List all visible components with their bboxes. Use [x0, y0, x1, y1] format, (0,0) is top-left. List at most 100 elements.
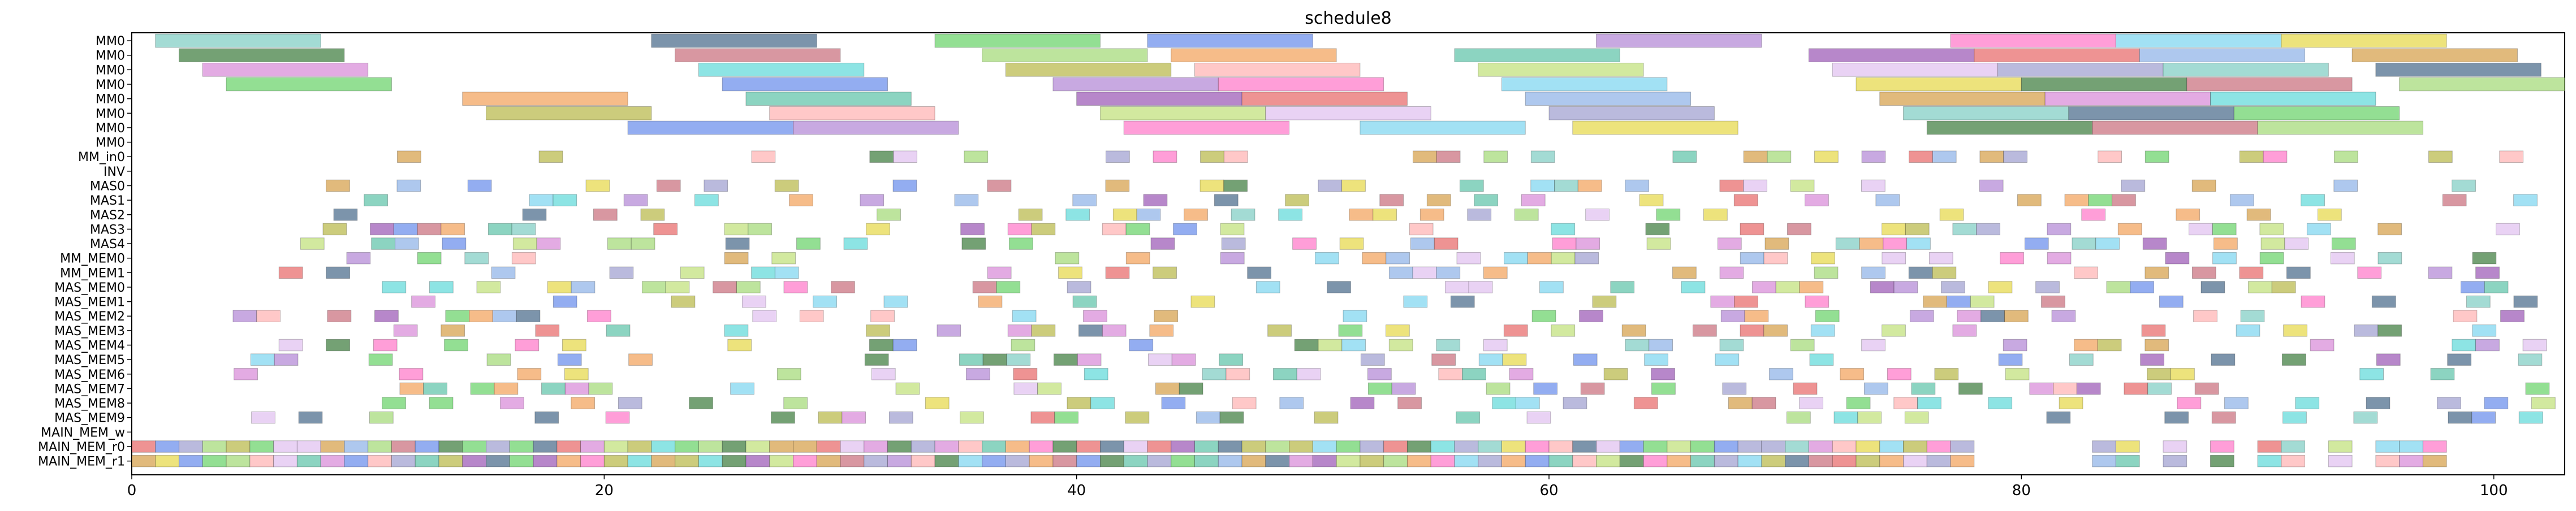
task-bar	[553, 194, 577, 206]
task-bar	[1456, 411, 1481, 424]
task-bar	[722, 440, 747, 453]
task-bar	[438, 454, 463, 467]
task-bar	[1360, 120, 1526, 135]
task-bar	[1596, 454, 1620, 467]
task-bar	[562, 339, 586, 352]
task-bar	[1576, 237, 1600, 250]
task-bar	[2328, 440, 2353, 453]
task-bar	[1744, 310, 1769, 323]
task-bar	[1861, 339, 1885, 352]
task-bar	[2098, 150, 2122, 163]
task-bar	[1153, 150, 1177, 163]
x-tick-label: 80	[2012, 482, 2031, 499]
task-bar	[2081, 209, 2106, 221]
task-bar	[1084, 368, 1108, 380]
task-bar	[2447, 353, 2471, 366]
task-bar	[1911, 382, 1936, 395]
task-bar	[1161, 397, 1186, 409]
task-bar	[131, 454, 156, 467]
task-bar	[1733, 194, 1758, 206]
task-bar	[249, 454, 274, 467]
task-bar	[2000, 252, 2024, 265]
task-bar	[1077, 353, 1102, 366]
task-bar	[1336, 454, 1361, 467]
task-bar	[462, 454, 487, 467]
task-bar	[470, 382, 495, 395]
task-bar	[2448, 411, 2473, 424]
task-bar	[2068, 106, 2234, 120]
task-bar	[722, 454, 747, 467]
task-bar	[1639, 194, 1664, 206]
task-bar	[1879, 454, 1904, 467]
task-bar	[2428, 150, 2453, 163]
task-bar	[1265, 454, 1290, 467]
task-bar	[1223, 150, 1248, 163]
task-bar	[1102, 324, 1127, 337]
task-bar	[2115, 33, 2282, 48]
task-bar	[1649, 339, 1673, 352]
task-bar	[1099, 106, 1266, 120]
task-bar	[605, 411, 630, 424]
task-bar	[1285, 194, 1309, 206]
task-bar	[675, 48, 841, 63]
task-bar	[1509, 368, 1534, 380]
task-bar	[2095, 237, 2120, 250]
task-bar	[1226, 368, 1250, 380]
task-bar	[2301, 295, 2325, 308]
task-bar	[1143, 194, 1168, 206]
task-bar	[1339, 237, 1364, 250]
task-bar	[628, 353, 653, 366]
task-bar	[1720, 310, 1745, 323]
task-bar	[1454, 48, 1620, 63]
task-bar	[2211, 411, 2236, 424]
task-bar	[2310, 339, 2335, 352]
task-bar	[2239, 266, 2264, 279]
task-bar	[1988, 397, 2013, 409]
task-bar	[1450, 295, 1475, 308]
task-bar	[1979, 179, 2004, 192]
task-bar	[1596, 440, 1620, 453]
task-bar	[2453, 310, 2478, 323]
task-bar	[2375, 454, 2400, 467]
task-bar	[1769, 368, 1793, 380]
task-bar	[752, 310, 777, 323]
task-bar	[1199, 179, 1224, 192]
task-bar	[680, 266, 705, 279]
task-bar	[1029, 440, 1054, 453]
task-bar	[1767, 150, 1792, 163]
task-bar	[396, 179, 421, 192]
task-bar	[1625, 339, 1650, 352]
task-bar	[395, 237, 419, 250]
task-bar	[2354, 324, 2379, 337]
task-bar	[2142, 237, 2167, 250]
task-bar	[618, 397, 642, 409]
task-bar	[1751, 397, 1776, 409]
task-bar	[751, 150, 776, 163]
task-bar	[2246, 209, 2271, 221]
task-bar	[2422, 454, 2447, 467]
task-bar	[415, 454, 439, 467]
task-bar	[1013, 382, 1038, 395]
task-bar	[2422, 440, 2447, 453]
task-bar	[2328, 454, 2353, 467]
task-bar	[982, 48, 1148, 63]
task-bar	[640, 209, 665, 221]
task-bar	[1076, 440, 1101, 453]
task-bar	[586, 310, 611, 323]
y-tick-label: MAIN_MEM_r1	[38, 455, 125, 469]
task-bar	[816, 454, 841, 467]
task-bar	[2112, 194, 2136, 206]
task-bar	[1220, 223, 1245, 236]
task-bar	[1950, 454, 1975, 467]
task-bar	[1775, 281, 1800, 293]
task-bar	[1814, 150, 1839, 163]
task-bar	[1793, 382, 1818, 395]
task-bar	[1514, 209, 1539, 221]
y-tick-label: MAS0	[90, 179, 125, 193]
task-bar	[515, 339, 540, 352]
task-bar	[1805, 194, 1829, 206]
y-tick-label: MAS_MEM0	[54, 281, 125, 295]
task-bar	[840, 440, 865, 453]
task-bar	[1289, 440, 1313, 453]
task-bar	[1367, 368, 1392, 380]
